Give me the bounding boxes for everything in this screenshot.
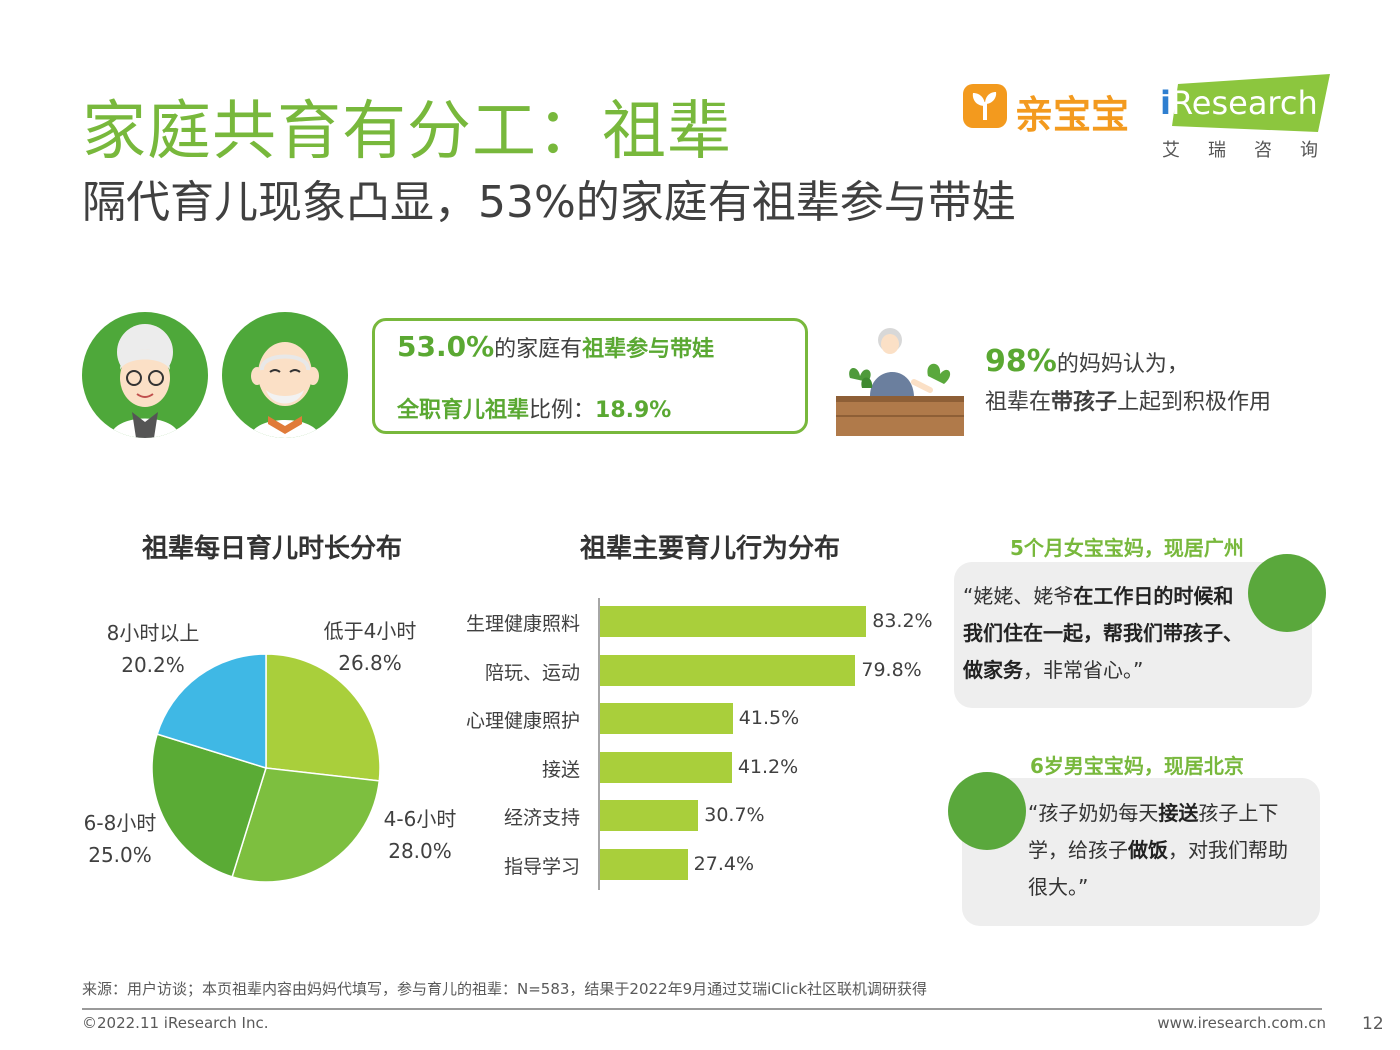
pie-slice-4to6	[231, 767, 381, 883]
quote2-part5: ，对我们帮助很大。”	[1028, 838, 1288, 899]
bar-value-label: 30.7%	[704, 804, 765, 827]
bar-value-label: 41.5%	[738, 707, 800, 730]
pie-label-6to8: 6-8小时 25.0%	[74, 807, 166, 871]
pie-label-under4-value: 26.8%	[338, 651, 402, 675]
quote2-part2: 接送	[1158, 801, 1199, 825]
pie-label-4to6: 4-6小时 28.0%	[372, 803, 468, 867]
bar	[600, 751, 732, 783]
mom-pct: 98%	[985, 344, 1057, 379]
pie-slice-6to8	[151, 733, 267, 878]
bar-category-label: 心理健康照护	[465, 710, 580, 733]
grandfather-gardening-icon	[836, 328, 964, 436]
page-title: 家庭共育有分工：祖辈	[82, 95, 732, 169]
bar-value-label: 79.8%	[861, 658, 922, 681]
grandparent-emph: 祖辈参与带娃	[582, 337, 715, 362]
bar-value-label: 27.4%	[693, 853, 755, 875]
bar	[600, 800, 699, 832]
bar-value-label: 83.2%	[872, 610, 933, 632]
mom-stat-line2: 祖辈在带孩子上起到积极作用	[985, 384, 1271, 416]
grandparent-stat: 53.0%的家庭有祖辈参与带娃	[397, 330, 714, 363]
footer-divider	[82, 1008, 1322, 1010]
iresearch-logo-i: i	[1160, 84, 1171, 122]
quote2-heading: 6岁男宝宝妈，现居北京	[1030, 754, 1244, 778]
pie-label-over8-value: 20.2%	[121, 653, 185, 677]
copyright: ©2022.11 iResearch Inc.	[82, 1014, 269, 1032]
mom-line2-emph: 带孩子	[1051, 390, 1118, 415]
bar	[600, 703, 733, 735]
quote2-part4: 做饭	[1128, 838, 1168, 862]
iresearch-logo-word: Research	[1170, 84, 1318, 122]
quote1-text: “姥姥、姥爷在工作日的时候和我们住在一起，帮我们带孩子、做家务，非常省心。”	[963, 578, 1245, 689]
bar-category-label: 指导学习	[503, 856, 580, 878]
bar	[600, 606, 867, 637]
source-note: 来源：用户访谈；本页祖辈内容由妈妈代填写，参与育儿的祖辈：N=583，结果于20…	[82, 980, 928, 998]
grandfather-avatar-icon	[222, 312, 348, 438]
iresearch-logo-text: iResearch	[1160, 84, 1318, 122]
bar-chart-title: 祖辈主要育儿行为分布	[580, 534, 841, 564]
grandmother-avatar-icon	[82, 312, 208, 438]
quote1-dot-icon	[1248, 554, 1326, 632]
bar-chart-axis	[598, 598, 600, 890]
iresearch-logo-cn: 艾瑞咨询	[1162, 140, 1346, 161]
grandparent-text: 的家庭有	[494, 337, 583, 362]
grandparent-pct: 53.0%	[397, 330, 495, 363]
quote2-dot-icon	[948, 772, 1026, 850]
fulltime-pct: 18.9%	[595, 398, 672, 423]
stats-box	[372, 318, 808, 434]
bar-category-label: 陪玩、运动	[484, 661, 580, 684]
bar	[600, 849, 688, 880]
fulltime-stat: 全职育儿祖辈比例：18.9%	[397, 392, 671, 424]
bar-category-label: 生理健康照料	[465, 613, 580, 635]
pie-label-4to6-name: 4-6小时	[383, 807, 457, 831]
pie-label-6to8-value: 25.0%	[88, 843, 152, 867]
mom-text: 的妈妈认为，	[1056, 352, 1189, 377]
page-subtitle: 隔代育儿现象凸显，53%的家庭有祖辈参与带娃	[82, 177, 1016, 228]
pie-slice-under4	[265, 653, 381, 782]
pie-label-over8-name: 8小时以上	[106, 621, 200, 645]
qinbaobao-logo-icon	[963, 84, 1007, 128]
pie-chart-title: 祖辈每日育儿时长分布	[142, 534, 403, 564]
fulltime-text: 比例：	[529, 398, 596, 423]
pie-label-under4: 低于4小时 26.8%	[312, 615, 428, 679]
pie-label-over8: 8小时以上 20.2%	[98, 617, 208, 681]
bar-value-label: 41.2%	[737, 755, 799, 778]
quote1-part1: “姥姥、姥爷	[963, 584, 1074, 608]
bar-category-label: 经济支持	[503, 807, 580, 830]
iresearch-logo-shape	[1172, 74, 1330, 132]
pie-label-6to8-name: 6-8小时	[83, 811, 157, 835]
quote1-part2: 在工作日的时候和我们住在一起，帮我们带孩子、做家务	[963, 584, 1243, 682]
quote2-part3: 孩子上下学，给孩子	[1028, 801, 1279, 862]
qinbaobao-logo-text: 亲宝宝	[1015, 93, 1130, 137]
mom-line2-a: 祖辈在	[985, 390, 1052, 415]
fulltime-label: 全职育儿祖辈	[397, 398, 530, 423]
quote2-text: “孩子奶奶每天接送孩子上下学，给孩子做饭，对我们帮助很大。”	[1028, 795, 1300, 906]
mom-stat-line1: 98%的妈妈认为，	[985, 344, 1189, 379]
quote2-part1: “孩子奶奶每天	[1028, 801, 1159, 825]
mom-line2-b: 上起到积极作用	[1117, 390, 1272, 415]
quote1-heading: 5个月女宝宝妈，现居广州	[1010, 536, 1244, 560]
page-number: 12	[1362, 1014, 1384, 1034]
pie-label-4to6-value: 28.0%	[388, 839, 452, 863]
quote1-part3: ，非常省心。”	[1023, 658, 1144, 682]
website-link[interactable]: www.iresearch.com.cn	[1157, 1014, 1326, 1032]
bar-category-label: 接送	[541, 758, 580, 781]
pie-label-under4-name: 低于4小时	[323, 619, 417, 643]
pie-chart	[151, 653, 381, 883]
bar	[600, 654, 856, 686]
pie-slice-over8	[156, 653, 267, 770]
